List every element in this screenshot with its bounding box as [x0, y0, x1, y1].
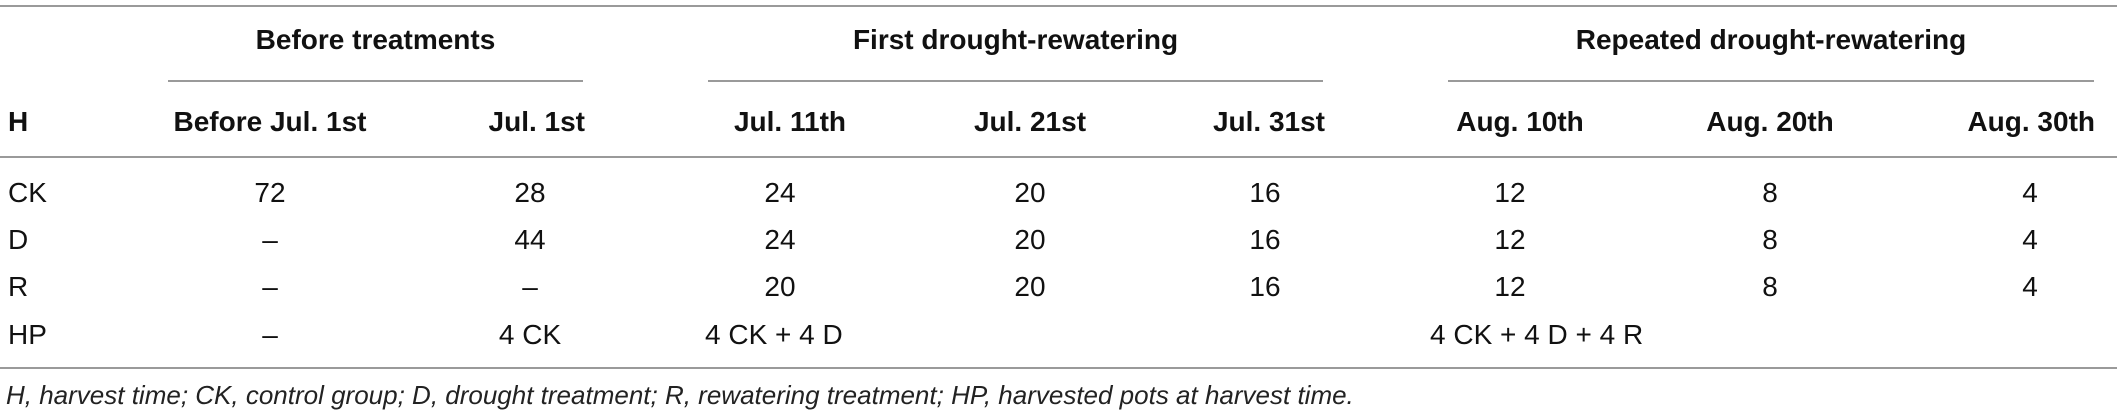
table-cell-d-jul11: 24 — [764, 224, 796, 255]
table-cell-ck-jul1: 28 — [514, 177, 546, 208]
bottom-rule — [0, 367, 2117, 369]
table-cell-ck-aug30: 4 — [2022, 177, 2038, 208]
table-cell-hp-label: HP — [8, 319, 47, 350]
column-header-h: H — [8, 106, 29, 137]
table-cell-r-jul11: 20 — [764, 271, 796, 302]
table-cell-r-jul21: 20 — [1014, 271, 1046, 302]
table-cell-d-jul21: 20 — [1014, 224, 1046, 255]
top-rule — [0, 5, 2117, 7]
group-header-repeated: Repeated drought-rewatering — [1575, 24, 1967, 55]
column-header-aug20: Aug. 20th — [1706, 106, 1834, 137]
table-cell-d-label: D — [8, 224, 29, 255]
table-cell-r-jul1: – — [522, 271, 538, 302]
group-rule-before — [168, 80, 583, 82]
table-footnote: H, harvest time; CK, control group; D, d… — [6, 380, 1354, 410]
table-cell-r-label: R — [8, 271, 29, 302]
column-header-aug10: Aug. 10th — [1456, 106, 1584, 137]
column-header-aug30: Aug. 30th — [1967, 106, 2095, 137]
table-cell-hp-repeated: 4 CK + 4 D + 4 R — [1430, 319, 1644, 350]
table-cell-d-jul1: 44 — [514, 224, 546, 255]
table-cell-ck-jul21: 20 — [1014, 177, 1046, 208]
table-cell-d-aug20: 8 — [1762, 224, 1778, 255]
table-cell-hp-jul1: 4 CK — [498, 319, 562, 350]
table-cell-hp-first: 4 CK + 4 D — [705, 319, 843, 350]
column-header-jul31: Jul. 31st — [1212, 106, 1325, 137]
group-header-first: First drought-rewatering — [852, 24, 1179, 55]
group-header-before: Before treatments — [255, 24, 496, 55]
column-header-jul11: Jul. 11th — [733, 106, 847, 137]
table-cell-ck-aug20: 8 — [1762, 177, 1778, 208]
table-cell-r-aug10: 12 — [1494, 271, 1526, 302]
table-cell-d-jul31: 16 — [1249, 224, 1281, 255]
group-rule-first — [708, 80, 1323, 82]
table-cell-d-before-jul1: – — [262, 224, 278, 255]
table-cell-r-jul31: 16 — [1249, 271, 1281, 302]
table-cell-r-aug30: 4 — [2022, 271, 2038, 302]
table-cell-d-aug30: 4 — [2022, 224, 2038, 255]
table-cell-ck-before-jul1: 72 — [254, 177, 286, 208]
column-header-before-jul1: Before Jul. 1st — [173, 106, 367, 137]
table-cell-ck-label: CK — [8, 177, 47, 208]
table-cell-ck-jul31: 16 — [1249, 177, 1281, 208]
header-rule — [0, 156, 2117, 158]
table-cell-ck-aug10: 12 — [1494, 177, 1526, 208]
table-cell-r-aug20: 8 — [1762, 271, 1778, 302]
table-cell-ck-jul11: 24 — [764, 177, 796, 208]
column-header-jul21: Jul. 21st — [973, 106, 1087, 137]
group-rule-repeated — [1448, 80, 2094, 82]
table-cell-hp-before-jul1: – — [262, 319, 278, 350]
column-header-jul1: Jul. 1st — [488, 106, 585, 137]
table-cell-d-aug10: 12 — [1494, 224, 1526, 255]
table-cell-r-before-jul1: – — [262, 271, 278, 302]
